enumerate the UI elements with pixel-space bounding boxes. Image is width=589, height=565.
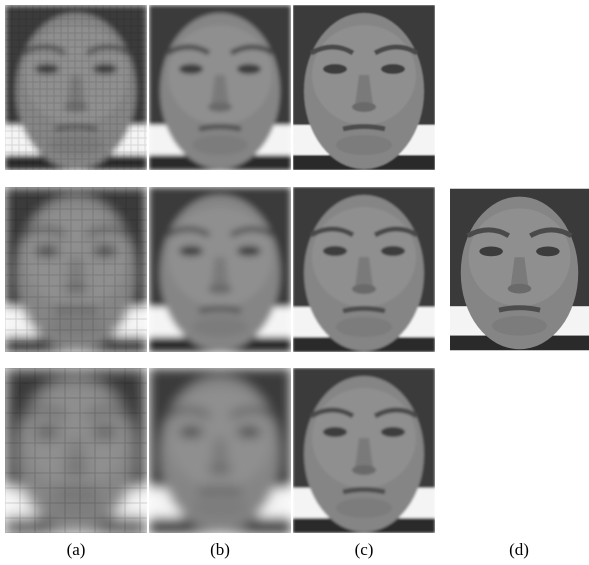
- face-image: [149, 5, 291, 170]
- column-label: (a): [67, 540, 86, 559]
- face-image: [5, 187, 147, 352]
- face-image: [149, 368, 291, 533]
- face-image: [293, 5, 435, 170]
- column-label: (d): [509, 540, 529, 559]
- face-image: [293, 368, 435, 533]
- face-image: [149, 187, 291, 352]
- face-image: [450, 189, 589, 351]
- column-label: (b): [210, 540, 230, 559]
- column-label: (c): [355, 540, 374, 559]
- face-image: [5, 5, 147, 170]
- figure: (a) (b) (c) (d): [0, 0, 589, 565]
- face-image: [5, 368, 147, 533]
- face-image: [293, 187, 435, 352]
